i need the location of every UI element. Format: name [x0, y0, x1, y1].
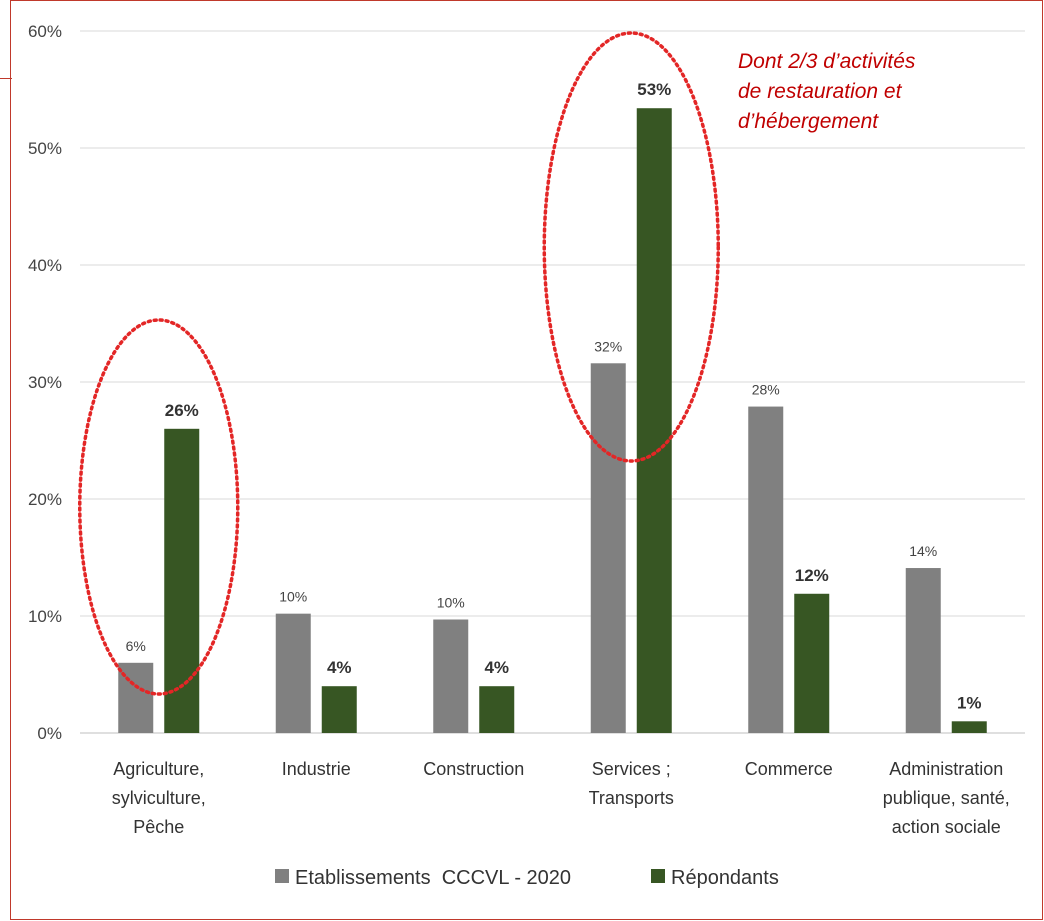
highlight-ellipse [78, 318, 240, 696]
data-label: 26% [165, 401, 199, 420]
bar-repondants [479, 686, 515, 733]
y-tick-label: 40% [28, 256, 62, 275]
x-tick-line: publique, santé, [883, 788, 1010, 808]
x-tick-line: sylviculture, [112, 788, 206, 808]
data-label: 4% [484, 658, 509, 677]
bar-repondants [794, 593, 830, 733]
annotation-line: d’hébergement [738, 110, 879, 133]
annotation-text: Dont 2/3 d’activités de restauration et d’… [738, 50, 916, 133]
annotation-line: Dont 2/3 d’activités [738, 50, 916, 73]
x-tick-line: action sociale [892, 817, 1001, 837]
bar-etablissements [748, 406, 784, 733]
x-tick-label: Industrie [282, 759, 351, 779]
x-tick-line: Commerce [745, 759, 833, 779]
data-label: 10% [279, 589, 307, 605]
highlight-ellipses [78, 31, 720, 696]
legend-label: Répondants [671, 867, 779, 889]
data-label: 4% [327, 658, 352, 677]
data-label: 6% [126, 638, 146, 654]
x-tick-line: Construction [423, 759, 524, 779]
x-tick-line: Services ; [592, 759, 671, 779]
gridlines [80, 30, 1025, 734]
y-tick-label: 60% [28, 22, 62, 41]
data-label: 1% [957, 693, 982, 712]
y-tick-label: 30% [28, 373, 62, 392]
x-tick-line: Transports [589, 788, 674, 808]
bar-repondants [321, 686, 357, 733]
y-axis: 0% 10% 20% 30% 40% 50% 60% [28, 22, 62, 743]
x-tick-line: Industrie [282, 759, 351, 779]
y-tick-label: 20% [28, 490, 62, 509]
y-tick-label: 0% [37, 724, 62, 743]
bar-etablissements [905, 568, 941, 733]
data-label: 12% [795, 566, 829, 585]
bar-etablissements [275, 613, 311, 733]
x-tick-label: Agriculture, sylviculture, Pêche [112, 759, 206, 837]
x-axis: Agriculture, sylviculture, Pêche Industrie C… [112, 759, 1010, 837]
y-tick-label: 10% [28, 607, 62, 626]
bar-etablissements [433, 619, 469, 733]
bar-repondants [951, 721, 987, 733]
bar-repondants [164, 428, 200, 733]
x-tick-line: Administration [889, 759, 1003, 779]
x-tick-line: Agriculture, [113, 759, 204, 779]
legend: Etablissements CCCVL - 2020 Répondants [275, 867, 779, 889]
highlight-ellipse [542, 31, 720, 463]
x-tick-label: Administration publique, santé, action soc… [883, 759, 1010, 837]
x-tick-label: Construction [423, 759, 524, 779]
bars [118, 108, 987, 734]
data-label: 14% [909, 543, 937, 559]
bar-repondants [636, 108, 672, 734]
x-tick-label: Services ; Transports [589, 759, 674, 808]
x-tick-label: Commerce [745, 759, 833, 779]
data-label: 53% [637, 80, 671, 99]
bar-etablissements [590, 363, 626, 733]
y-tick-label: 50% [28, 139, 62, 158]
data-label: 28% [752, 382, 780, 398]
frame-accent-line [0, 78, 12, 79]
data-label: 10% [437, 595, 465, 611]
x-tick-line: Pêche [133, 817, 184, 837]
legend-label: Etablissements CCCVL - 2020 [295, 867, 571, 889]
data-label: 32% [594, 338, 622, 354]
legend-swatch [275, 869, 289, 883]
annotation-line: de restauration et [738, 80, 903, 103]
data-labels: 6% 26% 10% 4% 10% 4% 32% 53% 28% 12% 14% 1% [126, 80, 982, 712]
annotation: Dont 2/3 d’activités de restauration et d’… [738, 50, 916, 133]
legend-swatch [651, 869, 665, 883]
